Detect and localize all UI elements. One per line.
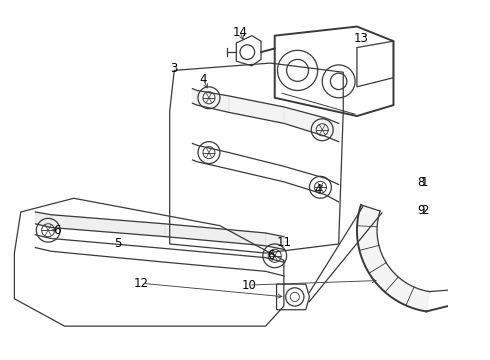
Polygon shape	[229, 96, 284, 123]
Polygon shape	[357, 205, 429, 311]
Text: 5: 5	[114, 238, 122, 251]
Polygon shape	[266, 233, 284, 249]
Text: 13: 13	[354, 32, 369, 45]
Text: 14: 14	[233, 26, 247, 39]
Text: 6: 6	[53, 224, 61, 237]
Text: 10: 10	[242, 279, 257, 292]
Polygon shape	[325, 118, 339, 141]
Text: 4: 4	[315, 183, 322, 195]
Polygon shape	[51, 215, 165, 237]
Text: 8: 8	[417, 176, 424, 189]
Polygon shape	[165, 224, 266, 246]
Polygon shape	[197, 90, 229, 112]
Text: 6: 6	[268, 249, 275, 262]
Text: 1: 1	[421, 176, 428, 189]
Text: 4: 4	[200, 73, 207, 86]
Polygon shape	[35, 212, 51, 228]
Text: 2: 2	[421, 204, 428, 217]
Text: 11: 11	[276, 235, 292, 249]
Text: 3: 3	[171, 62, 178, 75]
Polygon shape	[193, 89, 197, 105]
Text: 9: 9	[417, 204, 425, 217]
Polygon shape	[284, 107, 325, 136]
Text: 12: 12	[134, 277, 149, 290]
